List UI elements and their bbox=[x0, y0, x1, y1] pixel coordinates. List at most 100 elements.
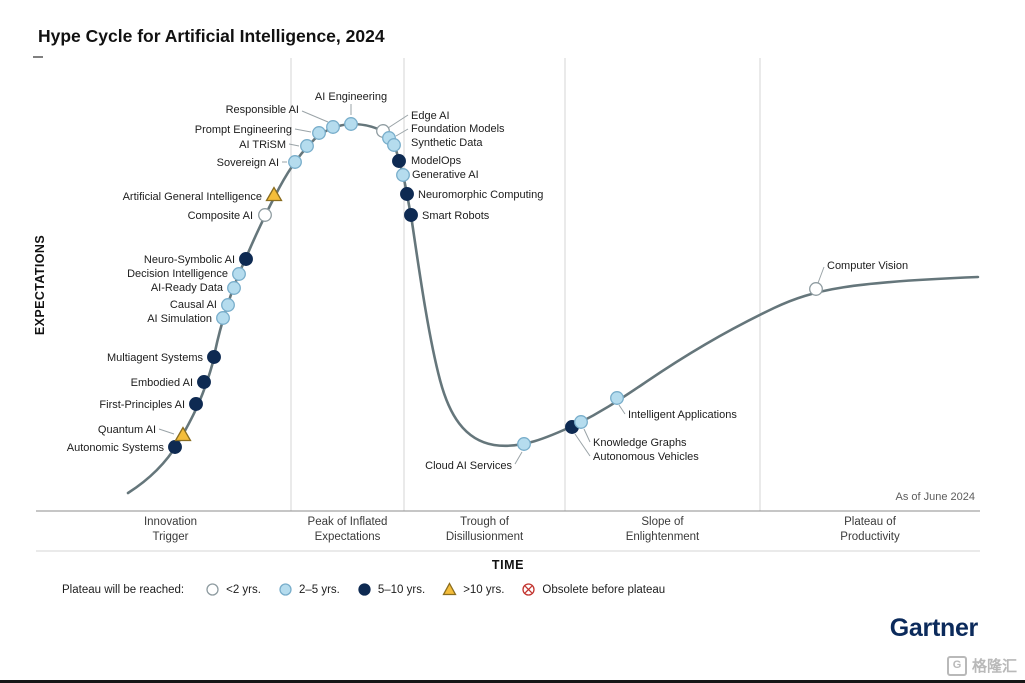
phase-line1: Slope of bbox=[641, 516, 684, 528]
label-generative-ai: Generative AI bbox=[412, 169, 479, 181]
label-cloud-ai-services: Cloud AI Services bbox=[425, 460, 512, 472]
point-prompt-engineering bbox=[312, 126, 326, 140]
point-ai-trism bbox=[300, 139, 314, 153]
leader-prompt-engineering bbox=[294, 128, 312, 133]
label-autonomic-systems: Autonomic Systems bbox=[67, 442, 165, 454]
leader-responsible-ai bbox=[301, 110, 329, 123]
chart-canvas: Autonomic Systems Quantum AI First-Princip… bbox=[33, 56, 980, 552]
legend-marker-5to10-icon bbox=[358, 583, 371, 596]
point-ai-engineering bbox=[344, 117, 358, 131]
legend-label: <2 yrs. bbox=[226, 583, 261, 596]
leader-cloud-ai-services bbox=[514, 451, 523, 465]
phase-line1: Trough of bbox=[460, 516, 509, 528]
leader-knowledge-graphs bbox=[583, 428, 591, 443]
legend-item-2to5: 2–5 yrs. bbox=[278, 582, 340, 597]
legend-label: Obsolete before plateau bbox=[542, 583, 666, 596]
legend: Plateau will be reached: <2 yrs. 2–5 yrs… bbox=[62, 582, 665, 597]
phase-line1: Peak of Inflated bbox=[307, 516, 388, 528]
label-first-principles-ai: First-Principles AI bbox=[99, 399, 185, 411]
leader-edge-ai bbox=[387, 114, 409, 129]
point-composite-ai bbox=[258, 208, 272, 222]
point-generative-ai bbox=[396, 168, 410, 182]
label-modelops: ModelOps bbox=[411, 155, 462, 167]
label-neuro-symbolic-ai: Neuro-Symbolic AI bbox=[144, 254, 235, 266]
leader-autonomous-vehicles bbox=[574, 433, 591, 457]
phase-line2: Trigger bbox=[152, 530, 189, 543]
bottom-edge-bar bbox=[0, 680, 1025, 683]
label-computer-vision: Computer Vision bbox=[827, 260, 908, 272]
leader-foundation-models bbox=[395, 128, 409, 137]
label-embodied-ai: Embodied AI bbox=[131, 377, 193, 389]
gelonghui-text: 格隆汇 bbox=[971, 658, 1017, 675]
point-modelops bbox=[392, 154, 406, 168]
leader-computer-vision bbox=[817, 266, 825, 284]
label-neuromorphic-computing: Neuromorphic Computing bbox=[418, 189, 543, 201]
point-multiagent-systems bbox=[207, 350, 221, 364]
gelonghui-icon: G bbox=[946, 655, 967, 676]
point-causal-ai bbox=[221, 298, 235, 312]
label-smart-robots: Smart Robots bbox=[422, 210, 490, 222]
phase-line1: Innovation bbox=[143, 516, 198, 528]
x-axis-label: TIME bbox=[491, 558, 525, 572]
leader-quantum-ai bbox=[158, 428, 175, 435]
phase-label-plateau: Plateau of Productivity bbox=[760, 515, 980, 545]
legend-item-obsolete: Obsolete before plateau bbox=[521, 582, 665, 597]
phase-label-innovation-trigger: Innovation Trigger bbox=[50, 515, 291, 545]
point-knowledge-graphs bbox=[574, 415, 588, 429]
phase-line2: Expectations bbox=[314, 530, 381, 543]
point-neuromorphic-computing bbox=[400, 187, 414, 201]
point-smart-robots bbox=[404, 208, 418, 222]
phase-label-peak: Peak of Inflated Expectations bbox=[291, 515, 404, 545]
label-synthetic-data: Synthetic Data bbox=[411, 137, 483, 149]
point-quantum-ai bbox=[174, 426, 192, 442]
legend-marker-obsolete-icon bbox=[522, 583, 536, 596]
point-ai-ready-data bbox=[227, 281, 241, 295]
label-ai-ready-data: AI-Ready Data bbox=[151, 282, 224, 294]
legend-marker-gt10-icon bbox=[442, 582, 457, 596]
point-autonomic-systems bbox=[168, 440, 182, 454]
data-points-layer: Autonomic Systems Quantum AI First-Princip… bbox=[67, 91, 908, 472]
legend-item-5to10: 5–10 yrs. bbox=[357, 582, 425, 597]
label-prompt-engineering: Prompt Engineering bbox=[195, 124, 292, 136]
point-artificial-general-intelligence bbox=[265, 186, 283, 202]
point-decision-intelligence bbox=[232, 267, 246, 281]
legend-item-lt2: <2 yrs. bbox=[205, 582, 261, 597]
point-ai-simulation bbox=[216, 311, 230, 325]
phase-line1: Plateau of bbox=[844, 516, 896, 528]
label-causal-ai: Causal AI bbox=[170, 299, 217, 311]
hype-curve bbox=[126, 122, 980, 495]
label-ai-simulation: AI Simulation bbox=[147, 313, 212, 325]
point-first-principles-ai bbox=[189, 397, 203, 411]
label-responsible-ai: Responsible AI bbox=[226, 104, 299, 116]
label-knowledge-graphs: Knowledge Graphs bbox=[593, 437, 687, 449]
label-multiagent-systems: Multiagent Systems bbox=[107, 352, 203, 364]
point-embodied-ai bbox=[197, 375, 211, 389]
phase-label-trough: Trough of Disillusionment bbox=[404, 515, 565, 545]
legend-label: >10 yrs. bbox=[463, 583, 505, 596]
label-quantum-ai: Quantum AI bbox=[98, 424, 156, 436]
legend-item-gt10: >10 yrs. bbox=[442, 582, 504, 597]
label-foundation-models: Foundation Models bbox=[411, 123, 505, 135]
legend-marker-lt2-icon bbox=[206, 583, 219, 596]
gartner-logo: Gartner bbox=[889, 614, 979, 642]
as-of-date: As of June 2024 bbox=[895, 491, 975, 503]
page-title: Hype Cycle for Artificial Intelligence, … bbox=[38, 25, 385, 46]
point-cloud-ai-services bbox=[517, 437, 531, 451]
point-intelligent-applications bbox=[610, 391, 624, 405]
legend-marker-2to5-icon bbox=[279, 583, 292, 596]
label-autonomous-vehicles: Autonomous Vehicles bbox=[593, 451, 699, 463]
leader-intelligent-applications bbox=[618, 404, 626, 415]
phase-line2: Enlightenment bbox=[625, 530, 700, 543]
label-ai-trism: AI TRiSM bbox=[239, 139, 286, 151]
phase-label-slope: Slope of Enlightenment bbox=[565, 515, 760, 545]
phase-line2: Disillusionment bbox=[445, 530, 524, 543]
label-intelligent-applications: Intelligent Applications bbox=[628, 409, 737, 421]
label-edge-ai: Edge AI bbox=[411, 110, 450, 122]
legend-prefix: Plateau will be reached: bbox=[62, 583, 185, 596]
point-sovereign-ai bbox=[288, 155, 302, 169]
point-synthetic-data bbox=[387, 138, 401, 152]
phase-line2: Productivity bbox=[840, 530, 900, 543]
point-computer-vision bbox=[809, 282, 823, 296]
point-neuro-symbolic-ai bbox=[239, 252, 253, 266]
